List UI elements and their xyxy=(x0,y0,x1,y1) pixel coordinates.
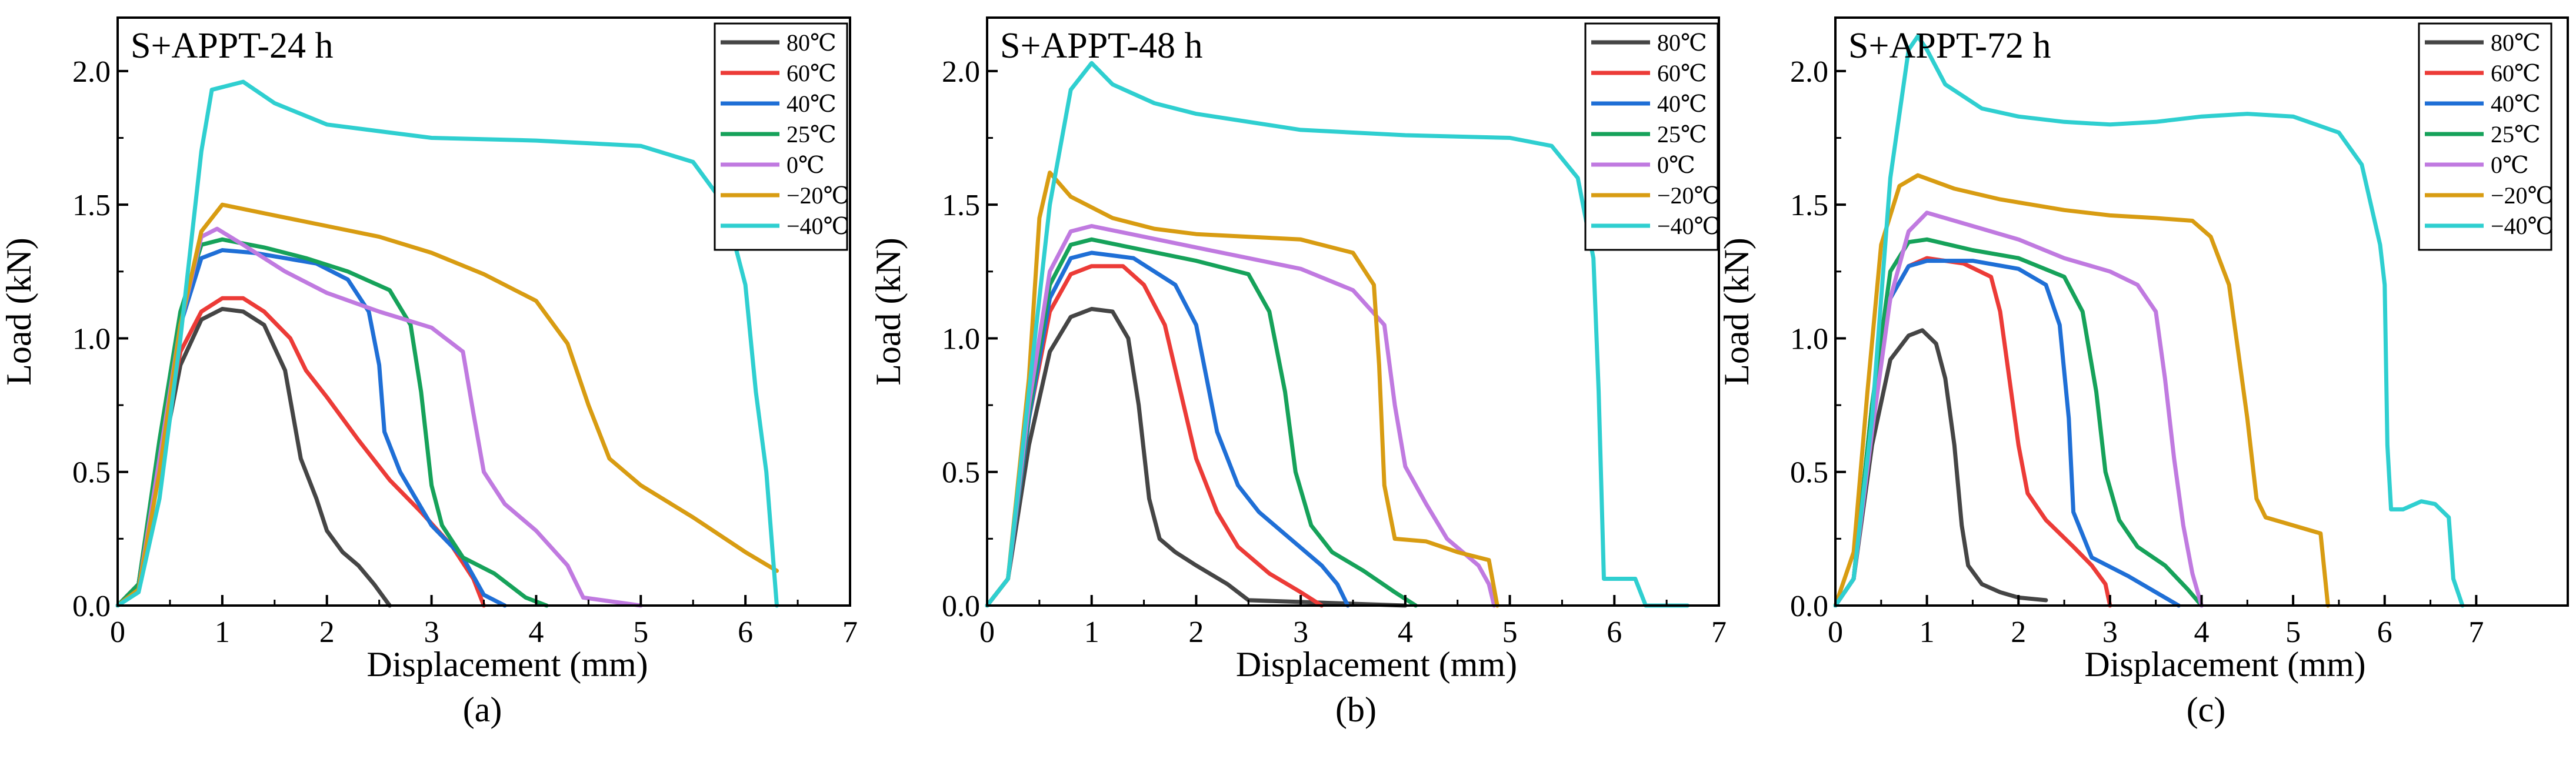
x-tick-label: 1 xyxy=(1919,616,1935,649)
chart-panel-2: 0 1 2 3 4 5 6 7 0.0 0.5 1.0 1.5 2.0 Displacement (mm)… xyxy=(869,16,1727,729)
legend: 80℃ 60℃ 40℃ 25℃ 0℃ −20℃ −40℃ xyxy=(1584,22,1720,251)
x-tick-label: 0 xyxy=(1828,616,1843,649)
x-tick-label: 6 xyxy=(1607,616,1622,649)
legend-label: 80℃ xyxy=(2491,29,2541,56)
y-axis-label: Load (kN) xyxy=(0,238,38,386)
legend-label: 60℃ xyxy=(787,60,837,86)
y-axis-label: Load (kN) xyxy=(869,238,908,386)
series-line-5 xyxy=(985,224,1497,608)
legend-label: −20℃ xyxy=(787,182,849,209)
legend-box xyxy=(1584,22,1719,251)
y-tick-label: 1.5 xyxy=(72,189,111,222)
series-line-3 xyxy=(985,250,1350,608)
series-line-7 xyxy=(1833,34,2465,608)
legend-label: −40℃ xyxy=(787,213,849,239)
y-tick-label: 0.5 xyxy=(942,456,980,490)
series-line-1 xyxy=(985,307,1408,608)
legend-label: 25℃ xyxy=(2491,121,2541,148)
series-line-6 xyxy=(115,202,779,608)
x-tick-label: 4 xyxy=(528,616,544,649)
x-tick-label: 2 xyxy=(2011,616,2026,649)
legend-label: 60℃ xyxy=(1657,60,1707,86)
series-line-6 xyxy=(985,170,1499,608)
legend-label: 25℃ xyxy=(1657,121,1707,148)
x-tick-label: 0 xyxy=(110,616,125,649)
legend-box xyxy=(714,22,848,251)
legend-label: 40℃ xyxy=(2491,91,2541,117)
legend-label: 40℃ xyxy=(1657,91,1707,117)
panel-caption: (c) xyxy=(2187,690,2226,729)
panel-caption: (b) xyxy=(1335,690,1377,729)
panel-title: S+APPT-24 h xyxy=(131,26,334,66)
x-tick-label: 4 xyxy=(1398,616,1413,649)
x-tick-label: 2 xyxy=(319,616,335,649)
panel-caption: (a) xyxy=(463,690,502,729)
legend-label: −40℃ xyxy=(1657,213,1720,239)
x-tick-label: 1 xyxy=(215,616,230,649)
legend-label: 60℃ xyxy=(2491,60,2541,86)
series-line-3 xyxy=(115,248,507,608)
x-tick-label: 7 xyxy=(2468,616,2484,649)
x-tick-label: 5 xyxy=(2285,616,2301,649)
legend-label: 80℃ xyxy=(787,29,837,56)
series-line-7 xyxy=(115,79,779,608)
y-tick-label: 2.0 xyxy=(942,55,980,89)
legend-label: 0℃ xyxy=(787,152,825,178)
y-axis-label: Load (kN) xyxy=(1717,238,1756,386)
chart-panel-1: 0 1 2 3 4 5 6 7 0.0 0.5 1.0 1.5 2.0 Displacement (mm)… xyxy=(0,16,858,729)
legend-label: −20℃ xyxy=(2491,182,2554,209)
series-line-1 xyxy=(1833,328,2048,608)
legend-label: 40℃ xyxy=(787,91,837,117)
legend: 80℃ 60℃ 40℃ 25℃ 0℃ −20℃ −40℃ xyxy=(2418,22,2554,251)
series-line-4 xyxy=(1833,237,2204,608)
x-tick-label: 5 xyxy=(1502,616,1518,649)
x-tick-label: 6 xyxy=(738,616,753,649)
x-tick-label: 7 xyxy=(1711,616,1727,649)
x-tick-label: 5 xyxy=(633,616,648,649)
x-tick-label: 1 xyxy=(1084,616,1099,649)
y-tick-label: 0.5 xyxy=(1790,456,1828,490)
legend-label: 25℃ xyxy=(787,121,837,148)
x-tick-label: 3 xyxy=(1293,616,1308,649)
x-tick-label: 4 xyxy=(2194,616,2210,649)
legend-label: 0℃ xyxy=(1657,152,1695,178)
x-tick-label: 2 xyxy=(1188,616,1204,649)
legend-label: −40℃ xyxy=(2491,213,2554,239)
x-axis-label: Displacement (mm) xyxy=(366,645,648,684)
chart-panel-3: 0 1 2 3 4 5 6 7 0.0 0.5 1.0 1.5 2.0 Displacement (mm)… xyxy=(1717,16,2569,729)
y-tick-label: 0.0 xyxy=(72,590,111,623)
series-line-6 xyxy=(1833,173,2330,608)
y-tick-label: 1.0 xyxy=(1790,322,1828,356)
series-line-4 xyxy=(115,237,549,608)
y-tick-label: 1.0 xyxy=(942,322,980,356)
y-tick-label: 2.0 xyxy=(1790,55,1828,89)
x-tick-label: 3 xyxy=(2102,616,2118,649)
legend-label: 0℃ xyxy=(2491,152,2529,178)
legend-label: −20℃ xyxy=(1657,182,1720,209)
y-tick-label: 0.5 xyxy=(72,456,111,490)
series-line-7 xyxy=(985,61,1690,608)
x-tick-label: 7 xyxy=(842,616,858,649)
x-axis-label: Displacement (mm) xyxy=(2084,645,2365,684)
y-tick-label: 0.0 xyxy=(942,590,980,623)
y-tick-label: 1.5 xyxy=(942,189,980,222)
x-tick-label: 3 xyxy=(424,616,439,649)
panel-title: S+APPT-72 h xyxy=(1848,26,2051,66)
y-tick-label: 1.5 xyxy=(1790,189,1828,222)
y-tick-label: 1.0 xyxy=(72,322,111,356)
legend-box xyxy=(2418,22,2552,251)
legend-label: 80℃ xyxy=(1657,29,1707,56)
y-tick-label: 2.0 xyxy=(72,55,111,89)
legend: 80℃ 60℃ 40℃ 25℃ 0℃ −20℃ −40℃ xyxy=(714,22,849,251)
x-tick-label: 6 xyxy=(2377,616,2392,649)
y-tick-label: 0.0 xyxy=(1790,590,1828,623)
x-axis-label: Displacement (mm) xyxy=(1236,645,1517,684)
x-tick-label: 0 xyxy=(979,616,995,649)
series-line-5 xyxy=(1833,210,2204,608)
panel-title: S+APPT-48 h xyxy=(1000,26,1203,66)
